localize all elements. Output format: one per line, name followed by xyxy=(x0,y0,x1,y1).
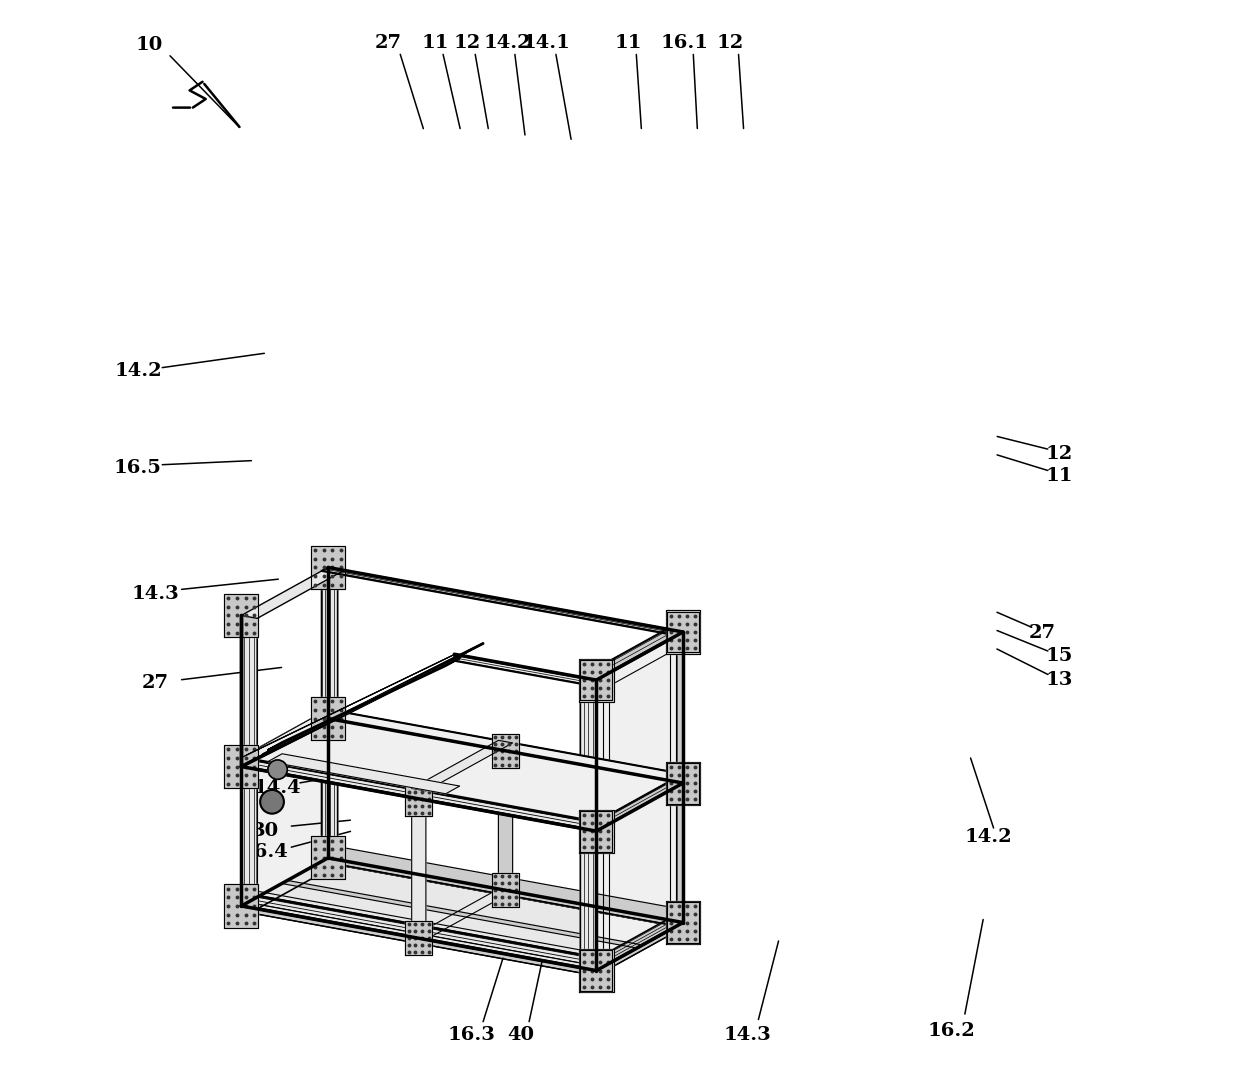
Polygon shape xyxy=(580,950,613,991)
Text: 10: 10 xyxy=(135,37,162,54)
Polygon shape xyxy=(224,884,258,928)
Text: 14.2: 14.2 xyxy=(484,34,531,52)
Polygon shape xyxy=(412,889,512,939)
Polygon shape xyxy=(492,734,520,768)
Polygon shape xyxy=(666,762,701,805)
Polygon shape xyxy=(321,845,683,926)
Polygon shape xyxy=(596,632,683,971)
Polygon shape xyxy=(405,921,433,955)
Polygon shape xyxy=(580,829,596,971)
Polygon shape xyxy=(224,594,258,637)
Polygon shape xyxy=(321,858,683,926)
Polygon shape xyxy=(242,758,596,831)
Polygon shape xyxy=(321,571,337,720)
Polygon shape xyxy=(412,740,512,791)
Text: 16.1: 16.1 xyxy=(661,34,708,52)
Polygon shape xyxy=(224,745,258,788)
Text: 14.2: 14.2 xyxy=(114,363,161,380)
Polygon shape xyxy=(242,906,596,976)
Polygon shape xyxy=(677,783,683,926)
Text: 14.3: 14.3 xyxy=(131,585,179,603)
Text: 12: 12 xyxy=(717,34,743,52)
Polygon shape xyxy=(405,781,433,816)
Polygon shape xyxy=(579,809,614,852)
Text: 27: 27 xyxy=(376,34,402,52)
Text: 14.1: 14.1 xyxy=(523,34,570,52)
Polygon shape xyxy=(242,615,257,765)
Polygon shape xyxy=(311,836,345,879)
Circle shape xyxy=(268,760,288,779)
Polygon shape xyxy=(580,920,683,971)
Text: 27: 27 xyxy=(141,675,169,692)
Polygon shape xyxy=(242,643,484,766)
Text: 14.2: 14.2 xyxy=(965,829,1012,846)
Text: 12: 12 xyxy=(1045,445,1073,463)
Text: 11: 11 xyxy=(615,34,642,52)
Text: 16.2: 16.2 xyxy=(928,1022,976,1039)
Polygon shape xyxy=(596,632,683,971)
Text: 16.3: 16.3 xyxy=(448,1027,496,1044)
Polygon shape xyxy=(580,629,683,680)
Polygon shape xyxy=(242,709,683,822)
Text: 15: 15 xyxy=(1045,648,1073,665)
Polygon shape xyxy=(321,567,683,636)
Text: 11: 11 xyxy=(422,34,449,52)
Polygon shape xyxy=(268,659,460,750)
Polygon shape xyxy=(242,863,683,976)
Polygon shape xyxy=(242,719,327,906)
Polygon shape xyxy=(498,750,512,892)
Polygon shape xyxy=(666,901,701,944)
Polygon shape xyxy=(242,612,248,762)
Polygon shape xyxy=(677,632,683,782)
Text: 40: 40 xyxy=(507,1027,534,1044)
Polygon shape xyxy=(268,754,460,794)
Polygon shape xyxy=(580,660,613,700)
Text: 12: 12 xyxy=(454,34,481,52)
Text: 16.4: 16.4 xyxy=(241,844,289,861)
Polygon shape xyxy=(242,893,596,971)
Polygon shape xyxy=(242,567,343,619)
Polygon shape xyxy=(242,858,343,909)
Polygon shape xyxy=(580,810,613,851)
Polygon shape xyxy=(667,611,699,652)
Polygon shape xyxy=(311,546,345,589)
Polygon shape xyxy=(580,677,596,826)
Polygon shape xyxy=(242,709,327,766)
Polygon shape xyxy=(242,766,257,909)
Polygon shape xyxy=(321,567,327,718)
Polygon shape xyxy=(242,858,327,911)
Text: 30: 30 xyxy=(252,822,279,839)
Text: 16.5: 16.5 xyxy=(114,459,162,477)
Polygon shape xyxy=(666,610,701,653)
Polygon shape xyxy=(667,763,699,804)
Polygon shape xyxy=(281,880,642,948)
Polygon shape xyxy=(579,659,614,702)
Polygon shape xyxy=(321,722,337,864)
Polygon shape xyxy=(596,922,683,976)
Polygon shape xyxy=(579,949,614,992)
Text: 13: 13 xyxy=(1045,671,1073,689)
Polygon shape xyxy=(412,797,425,939)
Polygon shape xyxy=(321,719,327,862)
Polygon shape xyxy=(492,873,520,907)
Text: 14.4: 14.4 xyxy=(254,779,301,796)
Polygon shape xyxy=(311,697,345,740)
Polygon shape xyxy=(327,858,683,928)
Text: 14.3: 14.3 xyxy=(723,1027,771,1044)
Circle shape xyxy=(260,790,284,813)
Polygon shape xyxy=(242,763,248,906)
Polygon shape xyxy=(327,709,683,783)
Polygon shape xyxy=(596,774,683,831)
Polygon shape xyxy=(454,654,596,686)
Text: 27: 27 xyxy=(1028,624,1055,641)
Polygon shape xyxy=(667,902,699,943)
Text: 11: 11 xyxy=(1045,467,1073,484)
